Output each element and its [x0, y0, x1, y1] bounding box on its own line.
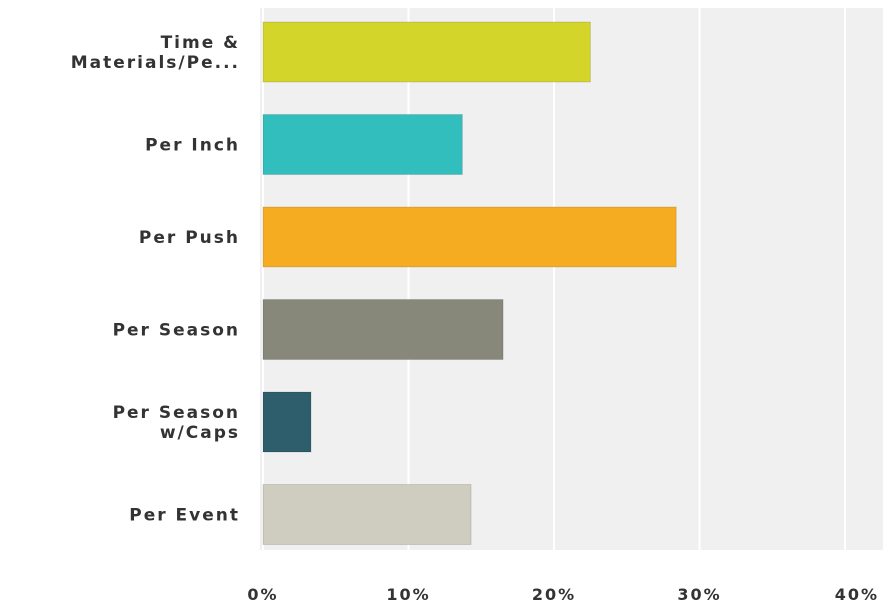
category-label-2: Per Push	[139, 228, 240, 248]
bars	[262, 21, 677, 545]
x-tick-label-3: 30%	[677, 585, 721, 603]
x-tick-label-2: 20%	[532, 585, 576, 603]
gridlines	[262, 8, 846, 550]
x-tick-label-0: 0%	[247, 585, 278, 603]
category-labels: Time &Materials/Pe... Per Inch Per Push Per…	[71, 33, 240, 526]
category-label-0-line-0: Time &	[161, 33, 240, 53]
bar-2	[262, 206, 677, 268]
bar-0	[262, 21, 591, 83]
category-label-4-line-0: Per Season	[113, 403, 240, 423]
bar-3	[262, 299, 504, 360]
x-tick-label-1: 10%	[386, 585, 430, 603]
x-tick-label-4: 40%	[835, 585, 879, 603]
category-label-3: Per Season	[113, 321, 240, 341]
bar-5	[262, 484, 472, 545]
category-label-4-line-1: w/Caps	[160, 423, 240, 443]
plot-area	[260, 8, 883, 550]
category-label-5: Per Event	[129, 506, 240, 526]
x-axis-ticks: 0% 10% 20% 30% 40%	[247, 585, 879, 603]
bar-4	[262, 391, 312, 453]
category-label-0-line-1: Materials/Pe...	[71, 53, 240, 73]
bar-1	[262, 114, 463, 175]
category-label-1: Per Inch	[145, 136, 240, 156]
